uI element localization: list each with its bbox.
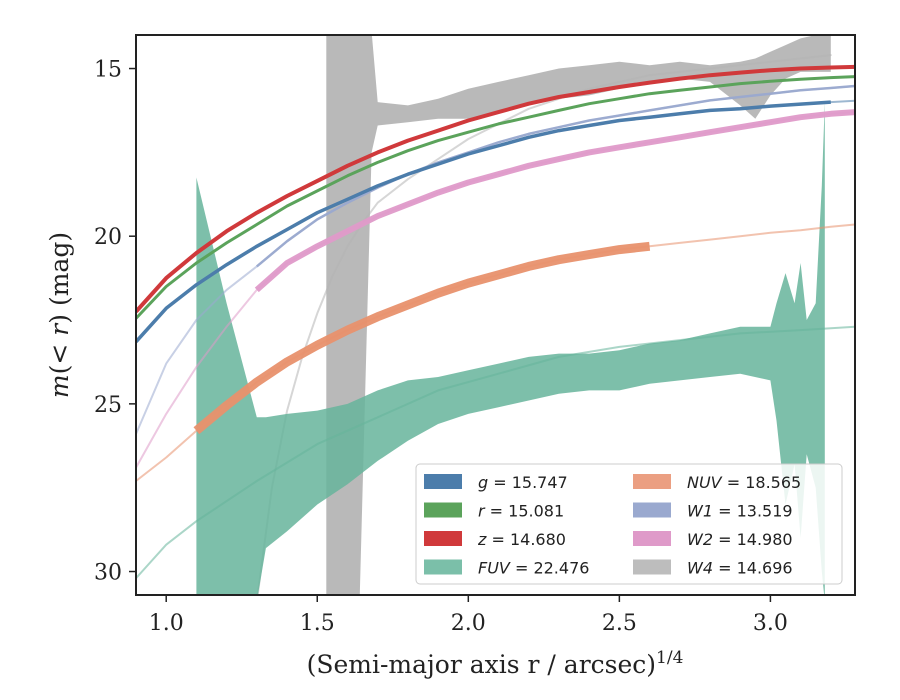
legend-label-fuv: FUV = 22.476 <box>478 559 589 578</box>
y-tick-label: 30 <box>94 561 122 586</box>
series-fuv-band <box>196 102 825 595</box>
axes-frame <box>135 34 856 596</box>
legend-swatch-z <box>424 531 462 546</box>
series-w4-extrapolated-line <box>256 54 832 595</box>
legend-swatch-w1 <box>633 502 671 518</box>
legend-swatch-fuv <box>424 559 462 575</box>
legend-swatch-r <box>424 502 462 518</box>
legend: g = 15.747 r = 15.081 z = 14.680 FUV = 22.4… <box>415 463 843 585</box>
series-w2-line <box>254 109 855 293</box>
legend-label-z: z = 14.680 <box>477 530 566 549</box>
legend-label-w2: W2 = 14.980 <box>687 530 793 549</box>
y-axis-label-lt: (< <box>45 336 74 375</box>
series-r-line <box>136 75 855 320</box>
series-fuv-extrapolated-line <box>136 325 855 580</box>
legend-swatch-w2 <box>633 531 671 546</box>
legend-label-w1: W1 = 13.519 <box>687 502 793 521</box>
plot-area <box>136 35 855 595</box>
y-axis-label-r: r <box>45 322 74 336</box>
x-axis-label-sup: 1/4 <box>656 648 683 668</box>
x-tick-label: 2.5 <box>602 611 637 636</box>
legend-swatch-g <box>424 474 462 489</box>
x-tick-label: 3.0 <box>753 611 788 636</box>
x-axis-ticks: 1.0 1.5 2.0 2.5 3.0 <box>149 595 788 636</box>
x-tick-label: 2.0 <box>451 611 486 636</box>
x-axis-label: (Semi-major axis r / arcsec)1/4 <box>307 648 684 679</box>
legend-label-w4: W4 = 14.696 <box>687 559 793 578</box>
y-tick-label: 20 <box>94 225 122 250</box>
y-tick-label: 25 <box>94 393 122 418</box>
x-axis-label-text: (Semi-major axis r / arcsec) <box>307 650 656 679</box>
legend-label-g: g = 15.747 <box>478 473 568 492</box>
series-g-extrapolated-line <box>136 99 855 343</box>
x-tick-label: 1.5 <box>300 611 335 636</box>
series-w1-line <box>256 84 855 268</box>
legend-swatch-w4 <box>633 559 671 575</box>
y-tick-label: 15 <box>94 58 122 83</box>
x-tick-label: 1.0 <box>149 611 184 636</box>
legend-label-r: r = 15.081 <box>478 502 564 521</box>
y-axis-label: m(< r) (mag) <box>45 232 74 398</box>
y-axis-label-m: m <box>45 374 74 398</box>
series-nuv-line <box>193 241 651 435</box>
legend-box <box>415 463 843 585</box>
y-axis-label-unit: ) (mag) <box>45 232 74 324</box>
legend-label-nuv: NUV = 18.565 <box>687 473 801 492</box>
legend-swatch-nuv <box>633 474 671 489</box>
series-z-line <box>136 64 855 313</box>
y-axis-ticks: 15 20 25 30 <box>94 58 136 586</box>
